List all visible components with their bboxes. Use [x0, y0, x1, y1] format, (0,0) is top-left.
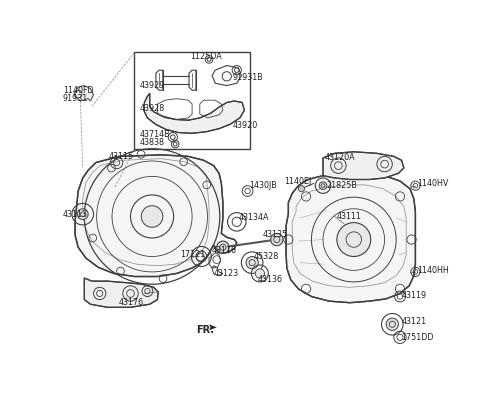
Text: 1125DA: 1125DA: [191, 52, 222, 61]
Circle shape: [141, 206, 163, 227]
Polygon shape: [75, 155, 237, 277]
Text: 1140HH: 1140HH: [417, 266, 449, 275]
Circle shape: [337, 223, 371, 256]
Text: 43134A: 43134A: [238, 213, 269, 222]
Text: 91931: 91931: [63, 94, 88, 103]
Text: 43714B: 43714B: [140, 130, 170, 139]
Text: 1430JB: 1430JB: [249, 181, 277, 190]
Text: 43123: 43123: [214, 269, 239, 278]
Text: 43121: 43121: [402, 318, 427, 326]
Text: 45328: 45328: [254, 252, 279, 261]
Text: 17121: 17121: [180, 250, 206, 260]
Text: 1751DD: 1751DD: [402, 333, 434, 342]
Circle shape: [271, 233, 283, 246]
Circle shape: [217, 241, 229, 254]
Text: 1140EJ: 1140EJ: [285, 177, 312, 185]
Text: FR.: FR.: [196, 325, 214, 335]
Text: 43929: 43929: [140, 81, 165, 90]
Circle shape: [299, 185, 304, 192]
Polygon shape: [323, 152, 404, 179]
Polygon shape: [286, 173, 415, 303]
Text: 21825B: 21825B: [327, 181, 358, 190]
Text: 43119: 43119: [402, 290, 427, 300]
Text: 43116: 43116: [211, 246, 236, 255]
Circle shape: [386, 318, 398, 330]
Circle shape: [77, 209, 88, 220]
Text: 43135: 43135: [263, 230, 288, 239]
Text: 1140FD: 1140FD: [63, 86, 94, 96]
Text: 43115: 43115: [109, 152, 134, 161]
Circle shape: [255, 269, 264, 278]
Text: 43136: 43136: [258, 275, 283, 284]
Text: 91931B: 91931B: [232, 73, 263, 82]
Text: 43176: 43176: [119, 298, 144, 307]
Polygon shape: [75, 85, 94, 101]
Text: 43920: 43920: [232, 121, 257, 130]
Text: 43111: 43111: [337, 212, 362, 221]
Text: 1140HV: 1140HV: [417, 179, 448, 188]
Text: 43120A: 43120A: [324, 153, 355, 162]
Text: 43838: 43838: [140, 138, 165, 147]
Polygon shape: [209, 324, 217, 330]
Polygon shape: [84, 278, 158, 307]
Text: 43113: 43113: [63, 210, 88, 219]
Circle shape: [246, 256, 258, 269]
Text: 43928: 43928: [140, 104, 165, 113]
Polygon shape: [144, 93, 244, 133]
Circle shape: [319, 182, 327, 190]
